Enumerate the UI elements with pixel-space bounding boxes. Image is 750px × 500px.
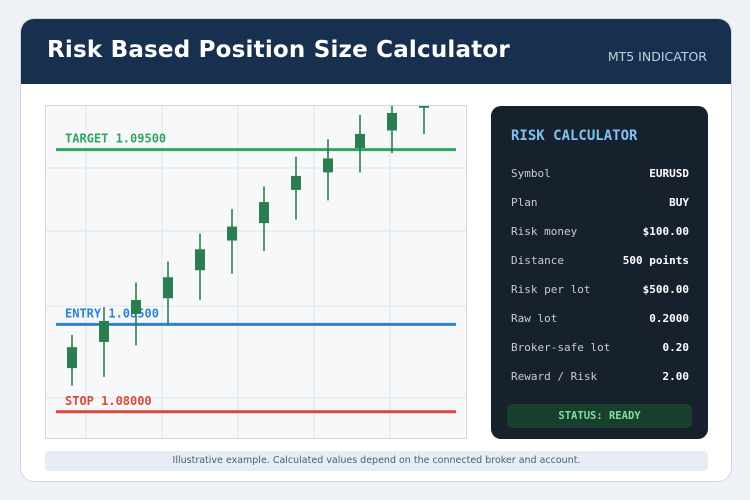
- candle-body: [323, 158, 333, 173]
- candle-body: [259, 202, 269, 224]
- footer-note: Illustrative example. Calculated values …: [45, 451, 708, 471]
- calculator-card: Risk Based Position Size Calculator MT5 …: [20, 18, 732, 482]
- row-value: EURUSD: [649, 167, 689, 180]
- row-key: Distance: [511, 254, 564, 267]
- row-value: 0.2000: [649, 312, 689, 325]
- row-key: Broker-safe lot: [511, 341, 611, 354]
- price-chart: TARGET 1.09500 ENTRY 1.08500 STOP 1.08000: [45, 105, 467, 439]
- row-key: Plan: [511, 196, 538, 209]
- status-badge: STATUS: READY: [507, 404, 692, 428]
- row-key: Risk per lot: [511, 283, 591, 296]
- row-key: Risk money: [511, 225, 578, 238]
- stop-level-label: STOP 1.08000: [65, 394, 152, 408]
- row-risk-per-lot: Risk per lot $500.00: [511, 283, 689, 299]
- row-risk-money: Risk money $100.00: [511, 225, 689, 241]
- row-raw-lot: Raw lot 0.2000: [511, 312, 689, 328]
- candle-body: [291, 175, 301, 190]
- row-value: $100.00: [642, 225, 689, 238]
- candle-body: [99, 320, 109, 342]
- row-symbol: Symbol EURUSD: [511, 167, 689, 183]
- candle-body: [195, 249, 205, 271]
- row-value: $500.00: [642, 283, 689, 296]
- row-reward-risk: Reward / Risk 2.00: [511, 370, 689, 386]
- row-key: Reward / Risk: [511, 370, 598, 383]
- row-value: 2.00: [662, 370, 690, 383]
- row-plan: Plan BUY: [511, 196, 689, 212]
- page-subtitle: MT5 INDICATOR: [607, 49, 707, 64]
- candle-body: [131, 299, 141, 314]
- row-key: Raw lot: [511, 312, 558, 325]
- risk-calculator-panel: RISK CALCULATOR Symbol EURUSD Plan BUY R…: [491, 106, 708, 439]
- candle-body: [387, 112, 397, 131]
- target-level-label: TARGET 1.09500: [65, 132, 166, 146]
- row-key: Symbol: [511, 167, 551, 180]
- price-chart-svg: TARGET 1.09500 ENTRY 1.08500 STOP 1.08000: [46, 106, 466, 438]
- entry-level-label: ENTRY 1.08500: [65, 306, 159, 320]
- page-title: Risk Based Position Size Calculator: [47, 37, 510, 63]
- header-bar: Risk Based Position Size Calculator MT5 …: [21, 19, 731, 84]
- row-value: 500 points: [622, 254, 689, 267]
- candle-body: [355, 133, 365, 148]
- candle-body: [67, 347, 77, 369]
- candle-body: [227, 226, 237, 241]
- row-value: 0.20: [662, 341, 690, 354]
- row-broker-safe-lot: Broker-safe lot 0.20: [511, 341, 689, 357]
- row-distance: Distance 500 points: [511, 254, 689, 270]
- panel-title: RISK CALCULATOR: [511, 128, 638, 144]
- candle-body: [163, 277, 173, 299]
- row-value: BUY: [669, 196, 689, 209]
- candle-body: [419, 106, 429, 108]
